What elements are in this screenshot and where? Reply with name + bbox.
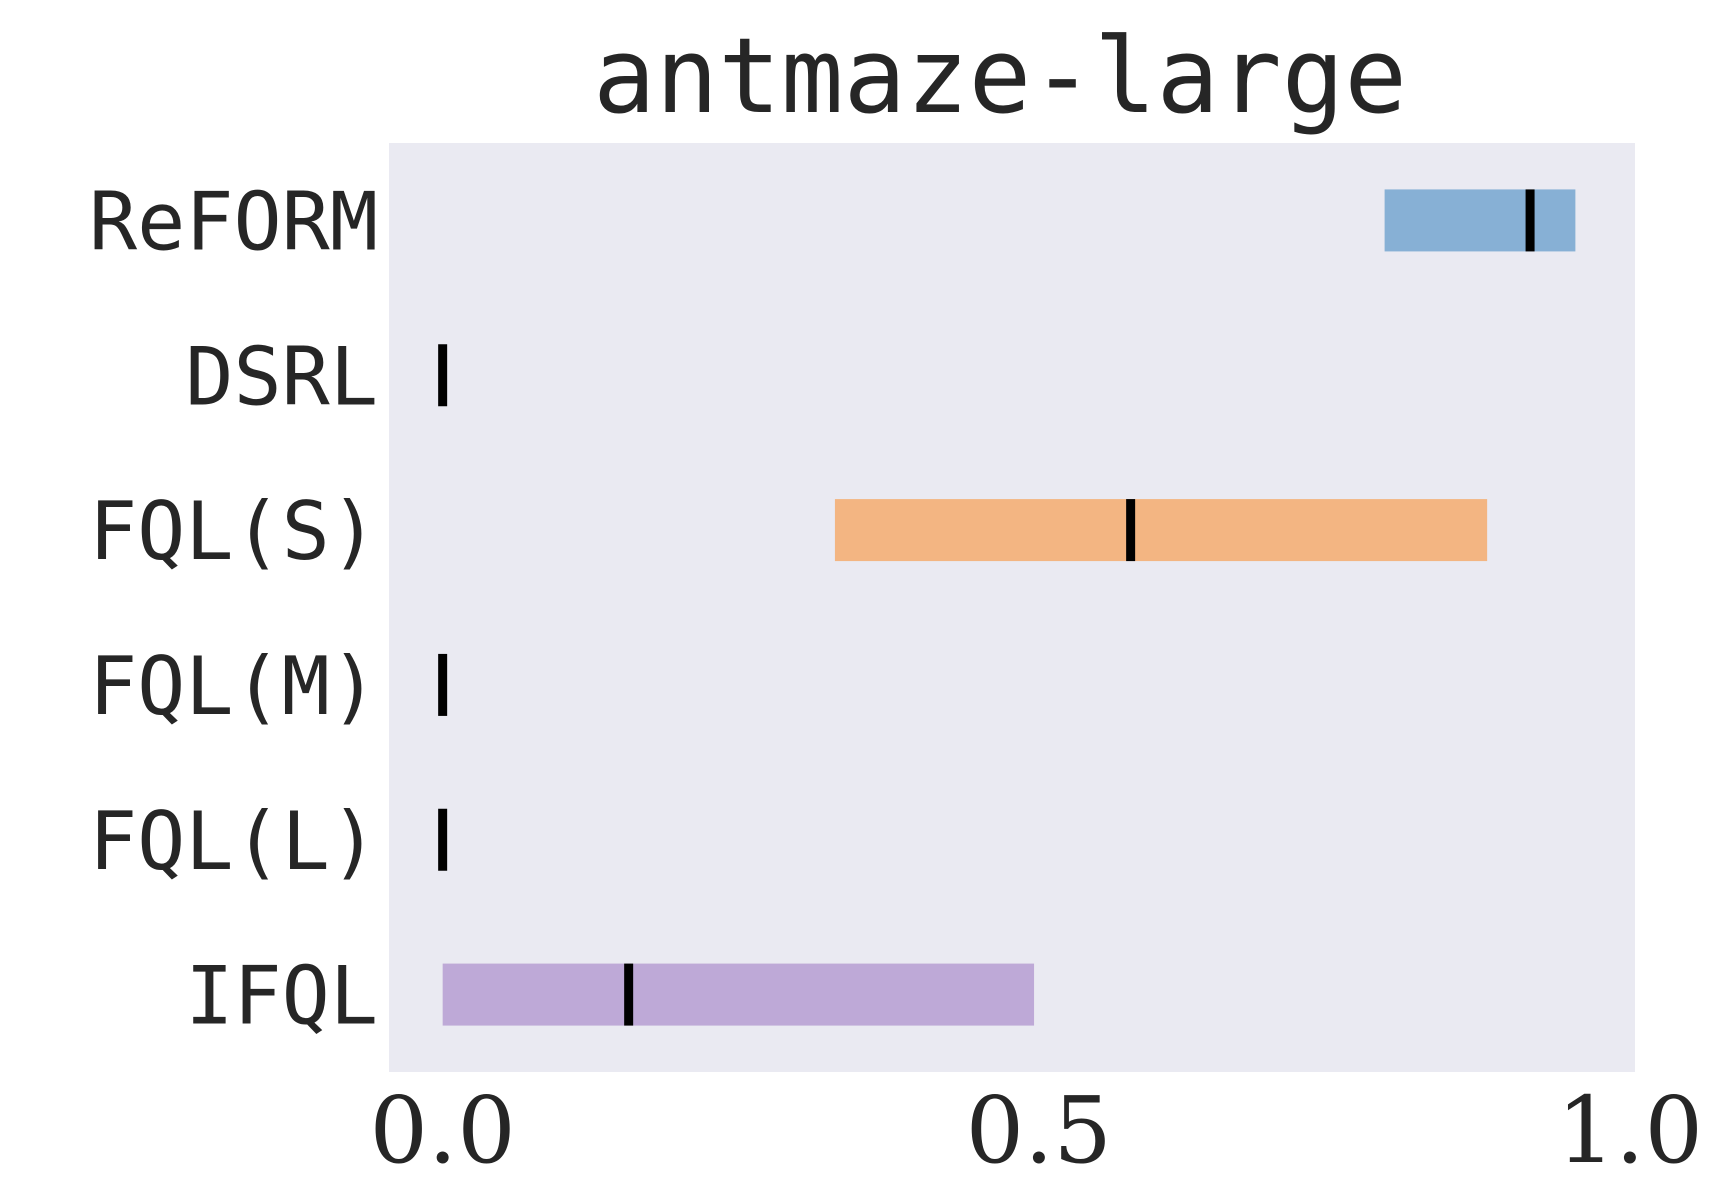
plot-area: [389, 143, 1635, 1072]
category-label-dsrl: DSRL: [185, 330, 378, 423]
x-tick-label: 0.5: [966, 1077, 1112, 1184]
range-bar-ifql: [442, 963, 1035, 1026]
median-marker-reform: [1525, 189, 1535, 252]
median-marker-fql-s: [1126, 499, 1136, 562]
median-markers: [438, 189, 1535, 1026]
category-labels: ReFORM DSRL FQL(S) FQL(M) FQL(L) IFQL: [89, 175, 378, 1042]
median-marker-dsrl: [438, 344, 448, 407]
range-bars: [442, 189, 1576, 1026]
x-tick-label: 1.0: [1557, 1077, 1703, 1184]
range-bar-reform: [1384, 189, 1576, 252]
median-marker-fql-m: [438, 653, 448, 716]
category-label-reform: ReFORM: [89, 175, 378, 268]
category-label-fql-l: FQL(L): [89, 795, 378, 888]
median-marker-fql-l: [438, 808, 448, 871]
category-label-fql-s: FQL(S): [89, 485, 378, 578]
x-tick-labels: 0.0 0.5 1.0: [369, 1077, 1703, 1184]
range-bar-fql-s: [834, 499, 1488, 562]
category-label-fql-m: FQL(M): [89, 640, 378, 733]
category-label-ifql: IFQL: [185, 950, 378, 1043]
x-tick-label: 0.0: [369, 1077, 515, 1184]
chart-title: antmaze-large: [593, 15, 1407, 137]
median-marker-ifql: [624, 963, 634, 1026]
